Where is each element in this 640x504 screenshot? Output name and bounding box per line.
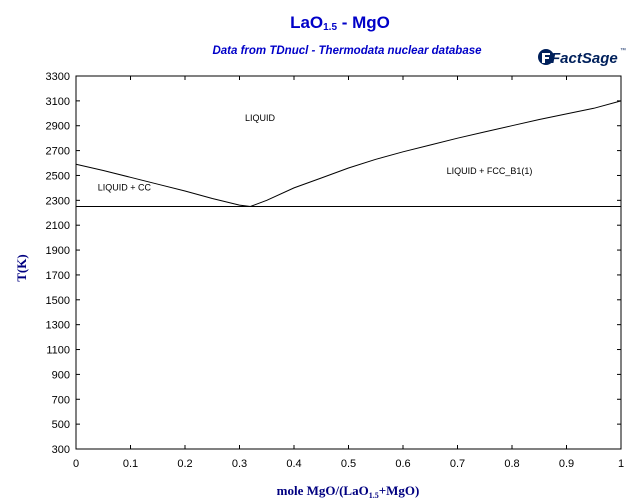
phase-boundary-line-2 — [250, 100, 622, 207]
y-axis-title: T(K) — [14, 254, 29, 281]
x-axis-title-subscript: 1.5 — [369, 491, 379, 500]
y-tick-label: 1500 — [46, 295, 70, 307]
x-axis-title: mole MgO/(LaO1.5+MgO) — [277, 483, 420, 500]
x-tick-label: 0.5 — [341, 458, 356, 470]
x-tick-label: 0.7 — [450, 458, 465, 470]
chart-subtitle: Data from TDnucl - Thermodata nuclear da… — [212, 45, 482, 57]
x-tick-label: 1 — [618, 458, 624, 470]
y-axis: 300 500 700 900 1100 1300 1500 1700 1900 2100 2300… — [46, 71, 621, 456]
y-tick-label: 1100 — [46, 345, 70, 357]
y-tick-label: 3300 — [46, 71, 70, 83]
y-tick-label: 2100 — [46, 220, 70, 232]
title-main: LaO — [290, 13, 324, 32]
y-tick-label: 3100 — [46, 96, 70, 108]
x-tick-label: 0.9 — [559, 458, 574, 470]
region-label: LIQUID + FCC_B1(1) — [447, 166, 533, 176]
x-tick-label: 0.6 — [395, 458, 410, 470]
y-tick-label: 300 — [52, 444, 70, 456]
x-tick-label: 0 — [73, 458, 79, 470]
x-axis-title-prefix: mole MgO/(LaO — [277, 483, 369, 498]
x-tick-label: 0.2 — [177, 458, 192, 470]
x-tick-label: 0.1 — [123, 458, 138, 470]
phase-region-labels: LIQUID LIQUID + CC LIQUID + FCC_B1(1) — [98, 113, 533, 193]
x-axis-title-suffix: +MgO) — [379, 483, 420, 498]
x-tick-label: 0.3 — [232, 458, 247, 470]
chart-title: LaO1.5 - MgO — [0, 13, 640, 33]
x-tick-label: 0.4 — [286, 458, 301, 470]
region-label: LIQUID + CC — [98, 182, 152, 192]
x-tick-label: 0.8 — [504, 458, 519, 470]
phase-boundary-line-1 — [75, 163, 251, 207]
y-tick-label: 500 — [52, 419, 70, 431]
y-tick-label: 1300 — [46, 320, 70, 332]
y-tick-label: 2300 — [46, 195, 70, 207]
y-tick-label: 1900 — [46, 245, 70, 257]
phase-boundaries — [75, 100, 622, 207]
factsage-logo-text: FactSage — [551, 50, 618, 67]
y-tick-label: 1700 — [46, 270, 70, 282]
y-tick-label: 2700 — [46, 146, 70, 158]
y-tick-label: 2500 — [46, 170, 70, 182]
x-axis: 0 0.1 0.2 0.3 0.4 0.5 0.6 0.7 0.8 0.9 1 — [73, 76, 624, 470]
title-subscript: 1.5 — [323, 22, 338, 33]
title-rest: - MgO — [337, 13, 390, 32]
y-tick-label: 700 — [52, 394, 70, 406]
region-label: LIQUID — [245, 113, 276, 123]
y-tick-label: 2900 — [46, 121, 70, 133]
factsage-logo-trademark: ™ — [620, 47, 626, 54]
plot-frame — [75, 75, 622, 450]
y-tick-label: 900 — [52, 369, 70, 381]
factsage-logo: FactSage ™ — [538, 47, 626, 67]
